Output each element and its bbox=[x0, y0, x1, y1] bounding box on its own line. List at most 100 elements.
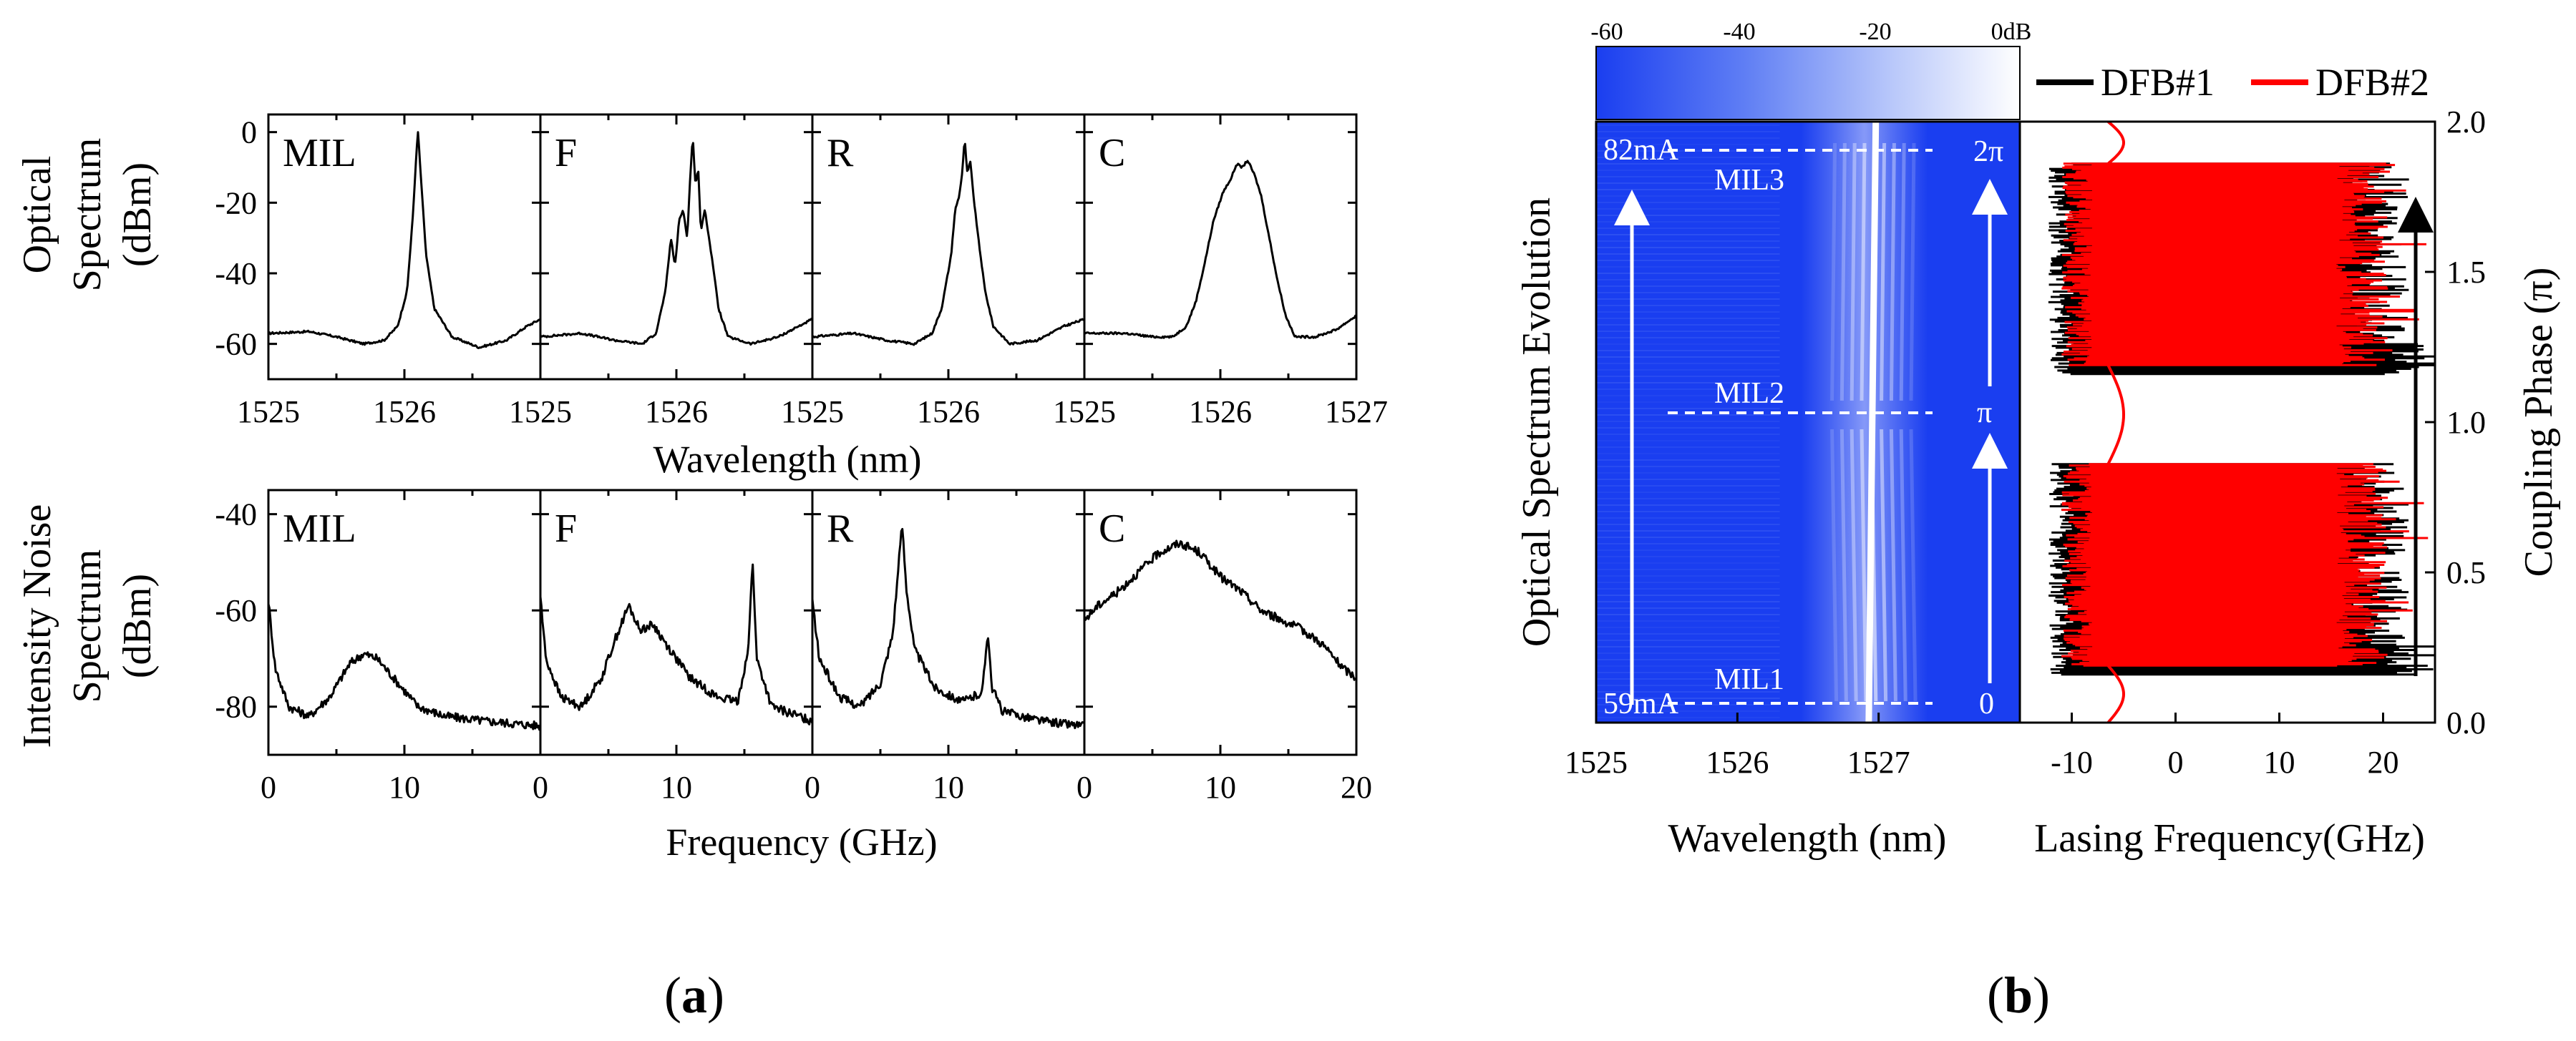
spectrum-trace bbox=[267, 603, 542, 731]
figure-label-a: (a) bbox=[664, 967, 724, 1024]
x-tick-label: 1527 bbox=[1325, 394, 1388, 429]
lasing-x-tick-label: -10 bbox=[2051, 745, 2093, 780]
x-tick-label: 1525 bbox=[509, 394, 572, 429]
mode-line-lower bbox=[1830, 429, 1839, 702]
current-82ma-label: 82mA bbox=[1603, 134, 1679, 167]
lasing-frequency-plot bbox=[2018, 120, 2436, 724]
current-59ma-label: 59mA bbox=[1603, 688, 1679, 720]
x-tick-label: 10 bbox=[661, 770, 692, 805]
mode-line-upper bbox=[1830, 142, 1837, 401]
a-bottom-ylabel-line3: (dBm) bbox=[115, 574, 160, 678]
mode-line-lower bbox=[1860, 429, 1868, 702]
y-tick-label: 0 bbox=[241, 115, 257, 150]
b-right-xlabel: Lasing Frequency(GHz) bbox=[2034, 816, 2425, 861]
mode-line-upper bbox=[1899, 142, 1906, 401]
spectrum-trace bbox=[268, 131, 541, 349]
x-tick-label: 10 bbox=[389, 770, 420, 805]
spectrum-trace bbox=[539, 563, 814, 725]
colorbar-tick-neg20: -20 bbox=[1859, 19, 1891, 45]
mode-line-upper bbox=[1839, 142, 1847, 401]
x-tick-label: 1525 bbox=[237, 394, 300, 429]
a-top-ylabel-line1: Optical bbox=[15, 156, 59, 274]
spectrum-trace bbox=[539, 142, 813, 346]
colorbar: -60 -40 -20 0dB bbox=[1590, 19, 2032, 120]
mode-line-lower bbox=[1909, 429, 1918, 702]
legend-dfb2-label: DFB#2 bbox=[2315, 61, 2429, 104]
a-bottom-xlabel: Frequency (GHz) bbox=[666, 821, 937, 864]
a-bottom-ylabel-line2: Spectrum bbox=[65, 549, 110, 703]
svg-text:(a): (a) bbox=[664, 967, 724, 1024]
subplot-label: F bbox=[555, 131, 577, 175]
colorbar-tick-0db: 0dB bbox=[1991, 19, 2032, 45]
subplot-label: MIL bbox=[283, 131, 356, 175]
x-tick-label: 0 bbox=[533, 770, 548, 805]
mode-line-upper bbox=[1889, 142, 1896, 401]
b-left-ylabel: Optical Spectrum Evolution bbox=[1515, 197, 1559, 647]
subplot-frame bbox=[539, 489, 814, 756]
x-tick-label: 1526 bbox=[373, 394, 436, 429]
subplot-label: MIL bbox=[283, 507, 356, 551]
b-right-ylabel: Coupling Phase (π) bbox=[2517, 268, 2561, 577]
lasing-y-tick-label: 0.0 bbox=[2446, 705, 2486, 741]
intensity-noise-panels: 0 10 -40 -60 -80 MIL 0 10 F 0 10 R 0 10 20 C bbox=[215, 489, 1372, 805]
heatmap-annotations: 82mA 59mA MIL3 MIL2 MIL1 2π π 0 bbox=[1603, 134, 2008, 720]
a-top-ylabel: Optical Spectrum (dBm) bbox=[15, 138, 160, 292]
y-tick-label: -60 bbox=[215, 593, 257, 628]
lasing-x-tick-label: 0 bbox=[2168, 745, 2184, 780]
subplot-label: R bbox=[827, 507, 854, 551]
x-tick-label: 0 bbox=[805, 770, 820, 805]
x-tick-label: 10 bbox=[1205, 770, 1236, 805]
spectrum-trace bbox=[812, 142, 1084, 346]
a-top-ylabel-line3: (dBm) bbox=[115, 162, 160, 267]
heatmap-x-tick-label: 1527 bbox=[1847, 745, 1910, 780]
dfb2-connector bbox=[2106, 364, 2126, 465]
spectrum-trace bbox=[811, 527, 1085, 730]
spectrum-trace bbox=[1083, 539, 1357, 681]
svg-text:(b): (b) bbox=[1987, 967, 2050, 1024]
lasing-y-tick-label: 0.5 bbox=[2446, 555, 2486, 590]
mode-line-lower bbox=[1889, 429, 1897, 702]
lasing-y-tick-label: 1.0 bbox=[2446, 405, 2486, 440]
optical-spectrum-panels: 1525 1526 0 -20 -40 -60 MIL 1525 1526 F 1525 1526 R 1… bbox=[215, 113, 1388, 429]
y-tick-label: -40 bbox=[215, 497, 257, 532]
lasing-x-tick-label: 10 bbox=[2264, 745, 2295, 780]
colorbar-tick-neg60: -60 bbox=[1590, 19, 1623, 45]
mil1-label: MIL1 bbox=[1714, 663, 1784, 696]
colorbar-gradient bbox=[1595, 46, 2021, 120]
mil3-label: MIL3 bbox=[1714, 164, 1784, 197]
mode-line-upper bbox=[1860, 142, 1867, 401]
mode-line-upper bbox=[1880, 142, 1887, 401]
heatmap-x-ticks: 1525 1526 1527 bbox=[1565, 713, 1910, 780]
lasing-plot-ticks: -10 0 10 20 0.0 0.5 1.0 1.5 2.0 bbox=[2051, 104, 2486, 780]
y-tick-label: -80 bbox=[215, 690, 257, 725]
lasing-y-tick-label: 1.5 bbox=[2446, 255, 2486, 290]
y-tick-label: -20 bbox=[215, 185, 257, 220]
mode-line-lower bbox=[1850, 429, 1858, 702]
legend: DFB#1 DFB#2 bbox=[2036, 61, 2429, 104]
mil2-label: MIL2 bbox=[1714, 377, 1784, 410]
heatmap-x-tick-label: 1525 bbox=[1565, 745, 1628, 780]
dominant-mode-line bbox=[1865, 122, 1880, 723]
figure-label-b: (b) bbox=[1987, 967, 2050, 1024]
mode-line-lower bbox=[1899, 429, 1907, 702]
subplot-label: C bbox=[1099, 507, 1125, 551]
phase-2pi-label: 2π bbox=[1973, 135, 2003, 168]
subplot-label: C bbox=[1099, 131, 1125, 175]
x-tick-label: 1526 bbox=[917, 394, 980, 429]
x-tick-label: 1526 bbox=[1189, 394, 1252, 429]
dfb2-connector bbox=[2106, 664, 2126, 723]
x-tick-label: 1525 bbox=[1053, 394, 1116, 429]
a-top-ylabel-line2: Spectrum bbox=[65, 138, 110, 292]
mode-line-lower bbox=[1839, 429, 1848, 702]
subplot-label: F bbox=[555, 507, 577, 551]
figure-label-b-letter: b bbox=[2004, 967, 2033, 1024]
x-tick-label: 1525 bbox=[781, 394, 844, 429]
y-tick-label: -60 bbox=[215, 327, 257, 362]
spectrum-evolution-heatmap bbox=[1595, 120, 2021, 724]
x-tick-label: 10 bbox=[933, 770, 964, 805]
legend-dfb1-label: DFB#1 bbox=[2101, 61, 2215, 104]
mode-line-upper bbox=[1850, 142, 1857, 401]
a-bottom-ylabel-line1: Intensity Noise bbox=[15, 504, 59, 748]
spectrum-trace bbox=[1084, 160, 1357, 339]
